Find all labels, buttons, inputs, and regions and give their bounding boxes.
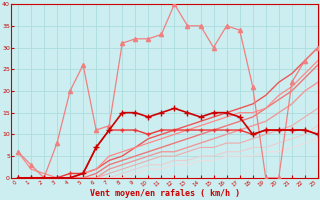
X-axis label: Vent moyen/en rafales ( km/h ): Vent moyen/en rafales ( km/h ): [90, 189, 240, 198]
